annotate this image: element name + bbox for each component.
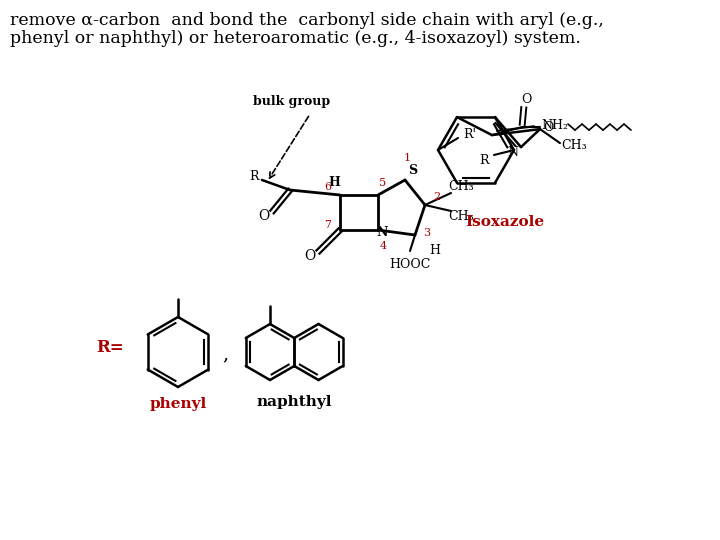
Text: N: N <box>377 226 387 240</box>
Text: remove α-carbon  and bond the  carbonyl side chain with aryl (e.g.,: remove α-carbon and bond the carbonyl si… <box>10 12 604 29</box>
Text: ,: , <box>222 345 228 363</box>
Text: N: N <box>508 146 518 159</box>
Text: O: O <box>521 92 531 106</box>
Text: 4: 4 <box>379 241 387 251</box>
Text: phenyl or naphthyl) or heteroaromatic (e.g., 4-isoxazoyl) system.: phenyl or naphthyl) or heteroaromatic (e… <box>10 30 581 47</box>
Text: CH₃: CH₃ <box>448 211 474 224</box>
Text: H: H <box>430 244 441 256</box>
Text: R: R <box>480 153 489 166</box>
Text: naphthyl: naphthyl <box>256 395 332 409</box>
Text: bulk group: bulk group <box>253 96 330 109</box>
Text: H: H <box>328 176 340 188</box>
Text: 5: 5 <box>379 178 387 188</box>
Text: 3: 3 <box>423 228 431 238</box>
Text: phenyl: phenyl <box>149 397 207 411</box>
Text: Isoxazole: Isoxazole <box>465 215 544 229</box>
Text: O: O <box>258 209 269 223</box>
Text: R': R' <box>464 129 477 141</box>
Text: HOOC: HOOC <box>390 258 431 271</box>
Text: S: S <box>408 164 418 177</box>
Text: 7: 7 <box>325 220 331 230</box>
Text: R: R <box>249 170 258 183</box>
Text: O: O <box>543 120 553 133</box>
Text: 2: 2 <box>433 192 441 202</box>
Text: NH₂: NH₂ <box>541 119 569 132</box>
Text: CH₃: CH₃ <box>448 180 474 193</box>
Text: CH₃: CH₃ <box>561 139 587 152</box>
Text: 1: 1 <box>403 153 410 163</box>
Text: 6: 6 <box>325 182 332 192</box>
Text: O: O <box>305 249 315 263</box>
Text: R=: R= <box>96 339 124 355</box>
